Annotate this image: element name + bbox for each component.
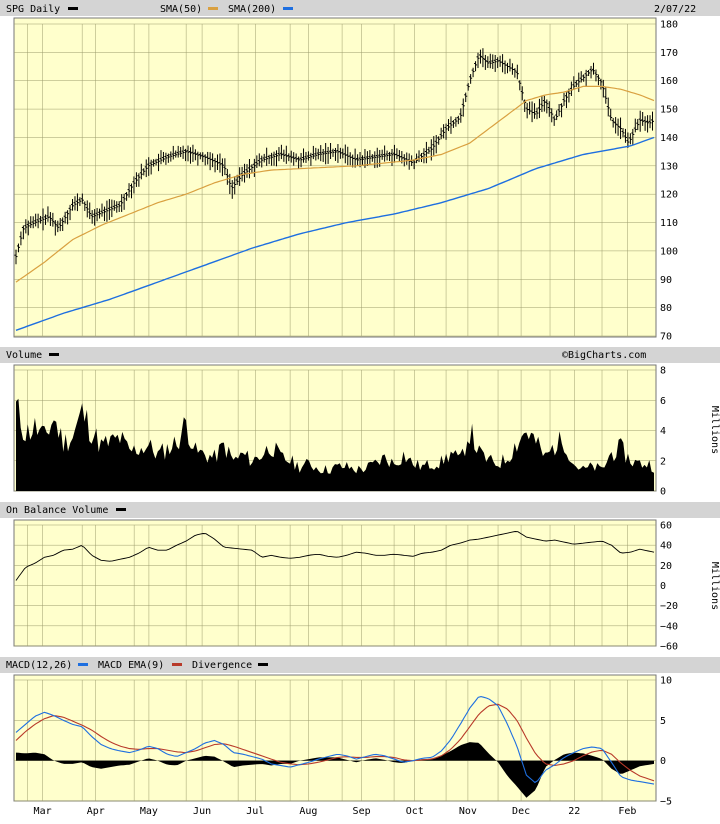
sma200-legend-swatch bbox=[283, 7, 293, 10]
x-axis-labels: Mar Apr May Jun Jul Aug Sep Oct Nov Dec 22 Feb bbox=[34, 806, 637, 817]
sma50-legend-swatch bbox=[208, 7, 218, 10]
sma200-label: SMA(200) bbox=[228, 4, 276, 15]
price-grid bbox=[14, 23, 656, 337]
y-tick-label: 0 bbox=[660, 581, 666, 592]
macd-label: MACD(12,26) bbox=[6, 660, 72, 671]
volume-header-bar bbox=[0, 347, 720, 363]
macd-header-bar bbox=[0, 657, 720, 673]
volume-legend-swatch bbox=[49, 353, 59, 356]
y-tick-label: 10 bbox=[660, 676, 672, 687]
y-tick-label: 70 bbox=[660, 332, 672, 343]
y-tick-label: 60 bbox=[660, 521, 672, 532]
y-tick-label: 130 bbox=[660, 161, 678, 172]
y-tick-label: 160 bbox=[660, 76, 678, 87]
x-tick-label: 22 bbox=[568, 806, 580, 817]
macd-line bbox=[15, 696, 655, 785]
y-tick-label: 5 bbox=[660, 716, 666, 727]
y-tick-label: 140 bbox=[660, 133, 678, 144]
macd-ema-legend-swatch bbox=[172, 663, 182, 666]
x-tick-label: Jul bbox=[246, 806, 264, 817]
y-tick-label: 90 bbox=[660, 275, 672, 286]
obv-header-bar bbox=[0, 502, 720, 518]
ticker-label: SPG Daily bbox=[6, 4, 60, 15]
divergence-legend-swatch bbox=[258, 663, 268, 666]
y-tick-label: −5 bbox=[660, 797, 672, 808]
volume-unit-label: Millions bbox=[709, 406, 720, 454]
y-tick-label: 110 bbox=[660, 218, 678, 229]
volume-bars bbox=[16, 398, 654, 491]
y-tick-label: 4 bbox=[660, 426, 666, 437]
y-tick-label: −20 bbox=[660, 601, 678, 612]
divergence-label: Divergence bbox=[192, 660, 252, 671]
obv-y-axis: −60 −40 −20 0 20 40 60 bbox=[660, 521, 678, 653]
price-bars bbox=[14, 48, 654, 265]
obv-panel bbox=[13, 519, 657, 647]
volume-label: Volume bbox=[6, 350, 42, 361]
macd-panel bbox=[13, 674, 657, 802]
sma50-line bbox=[15, 85, 655, 283]
y-tick-label: 2 bbox=[660, 456, 666, 467]
y-tick-label: 0 bbox=[660, 756, 666, 767]
obv-grid bbox=[14, 524, 656, 647]
x-tick-label: Aug bbox=[299, 806, 317, 817]
x-tick-label: Mar bbox=[34, 806, 52, 817]
obv-line bbox=[15, 531, 655, 581]
obv-unit-label: Millions bbox=[709, 562, 720, 610]
x-tick-label: May bbox=[140, 806, 158, 817]
y-tick-label: 80 bbox=[660, 303, 672, 314]
macd-ema-line bbox=[15, 703, 655, 782]
x-tick-label: Apr bbox=[87, 806, 105, 817]
macd-legend-swatch bbox=[78, 663, 88, 666]
y-tick-label: 170 bbox=[660, 48, 678, 59]
obv-legend-swatch bbox=[116, 508, 126, 511]
y-tick-label: 20 bbox=[660, 561, 672, 572]
x-tick-label: Feb bbox=[618, 806, 636, 817]
price-header-bar bbox=[0, 0, 720, 16]
y-tick-label: 120 bbox=[660, 190, 678, 201]
credit-label: ©BigCharts.com bbox=[562, 350, 646, 361]
x-tick-label: Oct bbox=[406, 806, 424, 817]
y-tick-label: 0 bbox=[660, 487, 666, 498]
macd-y-axis: −5 0 5 10 bbox=[660, 676, 672, 808]
y-tick-label: −40 bbox=[660, 621, 678, 632]
sma200-line bbox=[15, 136, 655, 331]
price-panel bbox=[13, 17, 657, 338]
x-tick-label: Sep bbox=[353, 806, 371, 817]
y-tick-label: 6 bbox=[660, 396, 666, 407]
y-tick-label: 150 bbox=[660, 105, 678, 116]
volume-y-axis: 0 2 4 6 8 bbox=[660, 366, 666, 498]
macd-ema-label: MACD EMA(9) bbox=[98, 660, 164, 671]
y-tick-label: 8 bbox=[660, 366, 666, 377]
y-tick-label: 180 bbox=[660, 20, 678, 31]
divergence-histogram bbox=[16, 742, 654, 798]
x-tick-label: Nov bbox=[459, 806, 477, 817]
obv-label: On Balance Volume bbox=[6, 505, 108, 516]
chart-date: 2/07/22 bbox=[654, 4, 696, 15]
sma50-label: SMA(50) bbox=[160, 4, 202, 15]
y-tick-label: −60 bbox=[660, 642, 678, 653]
price-y-axis: 70 80 90 100 110 120 130 140 150 160 170 180 bbox=[660, 20, 678, 343]
y-tick-label: 40 bbox=[660, 541, 672, 552]
x-tick-label: Jun bbox=[193, 806, 211, 817]
ticker-legend-swatch bbox=[68, 7, 78, 10]
x-tick-label: Dec bbox=[512, 806, 530, 817]
y-tick-label: 100 bbox=[660, 246, 678, 257]
